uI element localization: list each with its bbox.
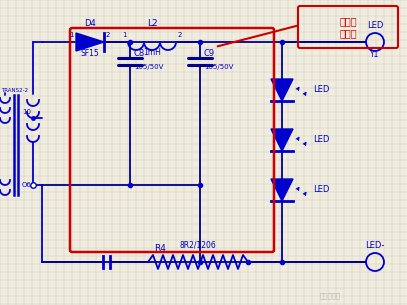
Text: Y1: Y1 xyxy=(370,50,380,59)
Polygon shape xyxy=(271,79,293,101)
Text: 1: 1 xyxy=(122,32,127,38)
Text: 105/50V: 105/50V xyxy=(134,64,163,70)
Text: L2: L2 xyxy=(147,19,158,28)
Text: TRANS2-2: TRANS2-2 xyxy=(1,88,28,93)
Text: SF15: SF15 xyxy=(81,49,99,58)
Text: O6: O6 xyxy=(22,182,32,188)
Text: R4: R4 xyxy=(154,244,166,253)
Text: 1mH: 1mH xyxy=(143,48,161,57)
Text: LED: LED xyxy=(367,21,383,30)
Text: D4: D4 xyxy=(84,19,96,28)
Text: 1: 1 xyxy=(69,32,74,38)
Text: 硬件茶庄车: 硬件茶庄车 xyxy=(319,292,341,299)
Text: LED: LED xyxy=(313,185,329,194)
Polygon shape xyxy=(76,33,104,51)
Text: LED-: LED- xyxy=(365,241,385,250)
Text: LED: LED xyxy=(313,135,329,144)
Text: C8: C8 xyxy=(134,49,145,58)
Polygon shape xyxy=(271,179,293,201)
Text: 输出整
流电路: 输出整 流电路 xyxy=(339,16,357,38)
Text: 2: 2 xyxy=(106,32,110,38)
Text: 2: 2 xyxy=(178,32,182,38)
Text: 105/50V: 105/50V xyxy=(204,64,233,70)
Text: C9: C9 xyxy=(204,49,215,58)
Polygon shape xyxy=(271,129,293,151)
Text: 8R2/1206: 8R2/1206 xyxy=(179,241,217,250)
Text: 10: 10 xyxy=(22,109,31,115)
Text: LED: LED xyxy=(313,85,329,94)
